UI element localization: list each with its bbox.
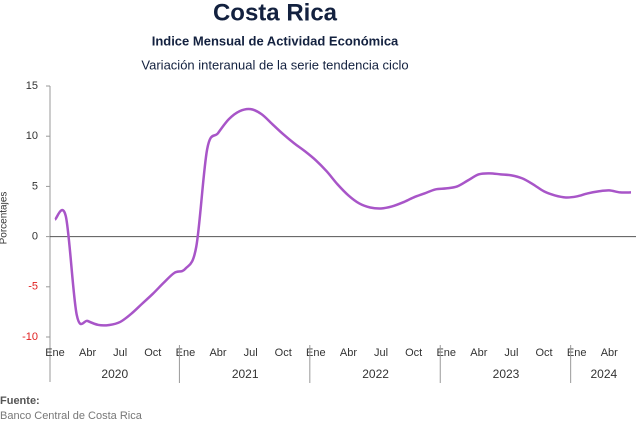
x-tick-label: Abr [340,347,357,359]
chart-subtitle-2: Variación interanual de la serie tendenc… [141,57,408,72]
x-tick-label: Jul [504,347,518,359]
x-tick-label: Jul [244,347,258,359]
year-label: 2024 [590,367,617,381]
x-tick-label: Jul [113,347,127,359]
y-tick-label: -10 [22,331,38,343]
year-label: 2022 [362,367,389,381]
year-label: 2020 [101,367,128,381]
x-tick-label: Oct [275,347,292,359]
y-tick-label: 0 [32,231,38,243]
x-tick-label: Ene [436,347,456,359]
y-tick-label: 5 [32,180,38,192]
x-tick-label: Ene [306,347,326,359]
x-tick-label: Abr [601,347,618,359]
x-tick-label: Oct [405,347,422,359]
x-tick-label: Oct [144,347,161,359]
chart-title: Costa Rica [213,0,338,26]
x-tick-label: Abr [470,347,487,359]
series-line [54,107,632,327]
source: Banco Central de Costa Rica [0,410,143,422]
y-tick-label: 10 [26,130,38,142]
x-tick-label: Ene [567,347,587,359]
x-tick-label: Jul [374,347,388,359]
year-label: 2023 [493,367,520,381]
x-tick-label: Ene [176,347,196,359]
source-label: Fuente: [0,395,40,407]
x-tick-label: Ene [45,347,65,359]
x-tick-label: Oct [535,347,552,359]
x-tick-label: Abr [209,347,226,359]
year-label: 2021 [232,367,259,381]
y-tick-label: 15 [26,80,38,92]
chart-subtitle: Indice Mensual de Actividad Económica [152,33,399,48]
x-tick-label: Abr [79,347,96,359]
y-axis-label: Porcentajes [0,192,10,245]
y-tick-label: -5 [28,281,38,293]
